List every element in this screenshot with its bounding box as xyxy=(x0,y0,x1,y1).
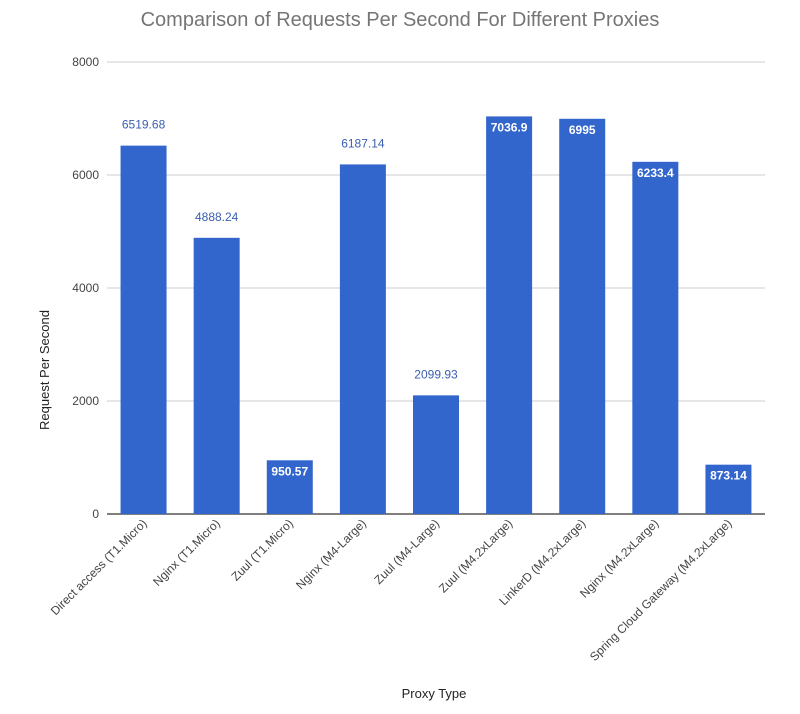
data-labels-layer: 6519.68 4888.24 950.57 6187.14 2099.93 7036.9… xyxy=(122,118,747,483)
x-category-labels: Direct access (T1.Micro) Nginx (T1.Micro)… xyxy=(48,516,735,664)
bar-data-label: 6187.14 xyxy=(341,136,385,150)
bar-data-label: 6995 xyxy=(569,123,596,137)
y-tick-label: 8000 xyxy=(72,55,99,69)
x-category-label: Nginx (T1.Micro) xyxy=(150,516,223,589)
y-tick-labels: 0 2000 4000 6000 8000 xyxy=(72,55,99,521)
bar xyxy=(559,118,606,514)
x-axis-label: Proxy Type xyxy=(402,686,467,701)
bar xyxy=(486,116,533,514)
x-category-label: Zuul (M4.2xLarge) xyxy=(436,516,515,595)
bar-data-label: 950.57 xyxy=(271,464,308,478)
y-axis-label: Request Per Second xyxy=(37,310,52,430)
y-tick-label: 4000 xyxy=(72,281,99,295)
x-category-label: Spring Cloud Gateway (M4.2xLarge) xyxy=(587,516,735,664)
bar-data-label: 6519.68 xyxy=(122,118,166,132)
x-category-label: Nginx (M4-Large) xyxy=(293,516,369,592)
bar xyxy=(193,237,240,514)
bar xyxy=(339,164,386,515)
bar xyxy=(705,464,752,514)
bar xyxy=(266,460,313,514)
bar xyxy=(120,145,167,515)
bar-data-label: 7036.9 xyxy=(491,120,528,134)
x-category-label: Zuul (T1.Micro) xyxy=(228,516,295,583)
bar xyxy=(632,161,679,514)
bar-data-label: 2099.93 xyxy=(414,367,458,381)
x-category-label: Zuul (M4-Large) xyxy=(371,516,442,587)
y-tick-label: 6000 xyxy=(72,168,99,182)
bar-data-label: 6233.4 xyxy=(637,166,674,180)
y-tick-label: 0 xyxy=(92,507,99,521)
chart-title: Comparison of Requests Per Second For Di… xyxy=(141,9,660,31)
bars-layer xyxy=(120,116,752,515)
bar-data-label: 873.14 xyxy=(710,469,747,483)
x-category-label: Direct access (T1.Micro) xyxy=(48,516,150,618)
bar xyxy=(413,395,459,514)
x-category-label: Nginx (M4.2xLarge) xyxy=(577,516,661,600)
y-tick-label: 2000 xyxy=(72,394,99,408)
bar-data-label: 4888.24 xyxy=(195,210,239,224)
